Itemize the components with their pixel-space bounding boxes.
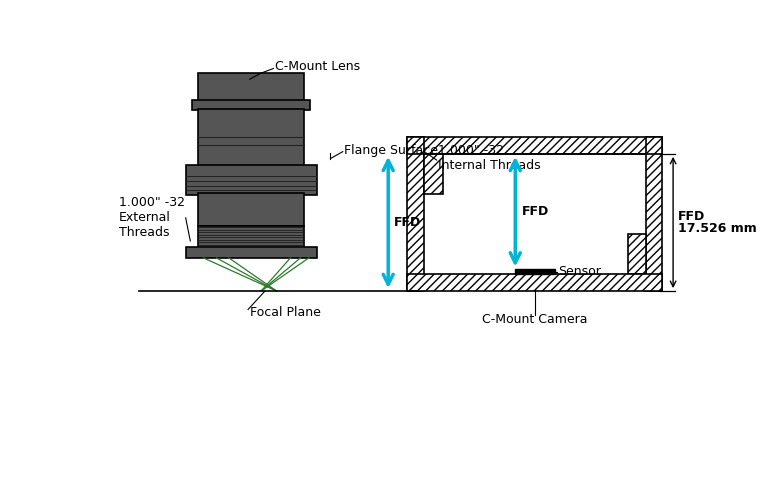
Bar <box>186 166 317 194</box>
Text: FFD: FFD <box>678 210 705 223</box>
Bar <box>192 100 310 110</box>
Text: Focal Plane: Focal Plane <box>250 306 321 319</box>
Text: C-Mount Lens: C-Mount Lens <box>275 60 360 72</box>
Text: FFD: FFD <box>521 205 548 218</box>
Bar <box>407 274 661 291</box>
Bar <box>198 73 304 102</box>
Text: 1.000" -32
Internal Threads: 1.000" -32 Internal Threads <box>438 144 541 172</box>
Text: FFD: FFD <box>395 216 422 229</box>
Bar <box>198 193 304 226</box>
Bar <box>186 247 317 258</box>
Bar <box>646 137 661 291</box>
Bar <box>407 137 424 291</box>
Text: Sensor: Sensor <box>558 265 601 278</box>
Bar <box>628 234 646 274</box>
Text: Flange Surface: Flange Surface <box>344 144 438 156</box>
Text: 17.526 mm: 17.526 mm <box>678 222 757 235</box>
Bar <box>407 137 661 154</box>
Text: 1.000" -32
External
Threads: 1.000" -32 External Threads <box>119 196 185 240</box>
Bar <box>198 108 304 170</box>
Text: C-Mount Camera: C-Mount Camera <box>482 313 587 326</box>
Bar <box>424 154 443 194</box>
Bar <box>516 270 555 274</box>
Bar <box>198 226 304 248</box>
